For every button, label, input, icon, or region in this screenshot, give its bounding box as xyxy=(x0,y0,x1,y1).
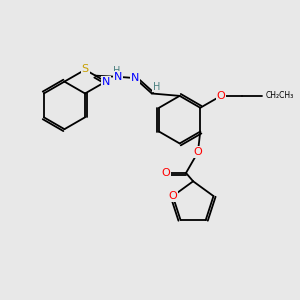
Text: O: O xyxy=(217,91,225,101)
Text: O: O xyxy=(194,147,202,157)
Text: N: N xyxy=(102,76,110,87)
Text: CH₂CH₃: CH₂CH₃ xyxy=(265,92,294,100)
Text: H: H xyxy=(153,82,160,92)
Text: S: S xyxy=(82,64,89,74)
Text: N: N xyxy=(130,73,139,83)
Text: H: H xyxy=(113,66,121,76)
Text: N: N xyxy=(114,72,122,82)
Text: O: O xyxy=(161,168,170,178)
Text: O: O xyxy=(168,191,177,201)
